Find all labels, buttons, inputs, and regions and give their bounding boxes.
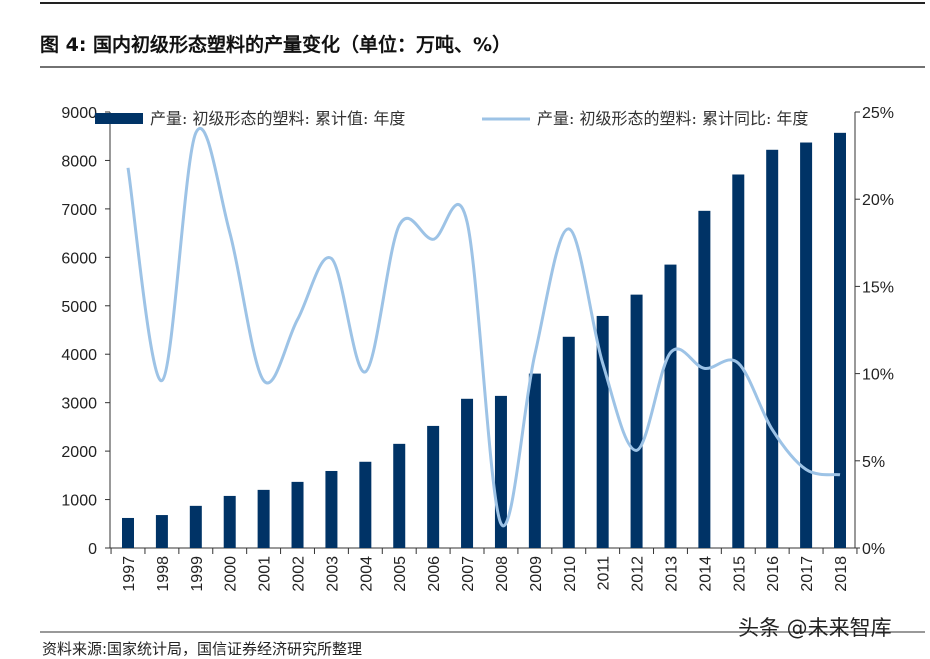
- left-tick-label: 8000: [61, 153, 97, 170]
- x-tick-label: 2014: [697, 556, 714, 592]
- bar-2009: [528, 373, 541, 548]
- left-tick-label: 9000: [61, 105, 97, 122]
- bar-1999: [189, 505, 202, 548]
- bar-2017: [800, 142, 813, 548]
- bar-2014: [698, 210, 711, 548]
- x-tick-label: 1999: [189, 556, 206, 592]
- bar-2004: [359, 461, 372, 548]
- bar-1998: [155, 515, 168, 548]
- bar-2006: [427, 425, 440, 548]
- x-tick-label: 2004: [358, 556, 375, 592]
- right-tick-label: 5%: [862, 454, 885, 471]
- source-note: 资料来源:国家统计局，国信证券经济研究所整理: [42, 640, 362, 658]
- legend-bar-label: 产量: 初级形态的塑料: 累计值: 年度: [150, 109, 405, 128]
- watermark: 头条 @未来智库: [738, 616, 892, 640]
- x-tick-label: 2010: [562, 556, 579, 592]
- x-tick-label: 2007: [460, 556, 477, 592]
- x-tick-label: 2018: [833, 556, 850, 592]
- left-tick-label: 5000: [61, 299, 97, 316]
- x-tick-label: 2008: [494, 556, 511, 592]
- bar-2012: [630, 294, 643, 548]
- x-tick-label: 2011: [596, 556, 613, 591]
- right-tick-label: 20%: [862, 192, 894, 209]
- right-tick-label: 25%: [862, 105, 894, 122]
- x-tick-label: 2001: [257, 556, 274, 592]
- left-tick-label: 7000: [61, 202, 97, 219]
- x-tick-label: 2000: [223, 556, 240, 592]
- left-tick-label: 6000: [61, 250, 97, 267]
- x-tick-label: 2013: [663, 556, 680, 592]
- bar-2002: [291, 481, 304, 548]
- x-tick-label: 1997: [121, 556, 138, 592]
- x-tick-label: 1998: [155, 556, 172, 592]
- bar-2016: [766, 149, 779, 548]
- bar-2000: [223, 495, 236, 548]
- legend-bar-swatch: [95, 113, 143, 124]
- left-tick-label: 3000: [61, 396, 97, 413]
- x-tick-label: 2015: [731, 556, 748, 592]
- bar-2005: [393, 443, 406, 548]
- x-tick-label: 2009: [528, 556, 545, 592]
- left-tick-label: 2000: [61, 444, 97, 461]
- right-tick-label: 10%: [862, 367, 894, 384]
- right-tick-label: 15%: [862, 279, 894, 296]
- right-tick-label: 0%: [862, 541, 885, 558]
- bar-2010: [562, 336, 575, 548]
- bar-2013: [664, 264, 677, 548]
- bar-2003: [325, 470, 338, 548]
- left-tick-label: 4000: [61, 347, 97, 364]
- x-tick-label: 2016: [765, 556, 782, 592]
- bar-2007: [461, 398, 474, 548]
- left-tick-label: 0: [88, 541, 97, 558]
- legend-line-label: 产量: 初级形态的塑料: 累计同比: 年度: [537, 109, 808, 128]
- x-tick-label: 2017: [799, 556, 816, 592]
- x-tick-label: 2002: [291, 556, 308, 592]
- x-tick-label: 2012: [630, 556, 647, 592]
- left-tick-label: 1000: [61, 493, 97, 510]
- x-tick-label: 2005: [392, 556, 409, 592]
- bar-2001: [257, 489, 270, 548]
- bar-2018: [834, 132, 846, 548]
- x-tick-label: 2006: [426, 556, 443, 592]
- bar-1997: [122, 517, 134, 548]
- yoy-line: [126, 127, 841, 528]
- figure-title: 图 4: 国内初级形态塑料的产量变化（单位：万吨、%）: [40, 33, 511, 56]
- x-tick-label: 2003: [324, 556, 341, 592]
